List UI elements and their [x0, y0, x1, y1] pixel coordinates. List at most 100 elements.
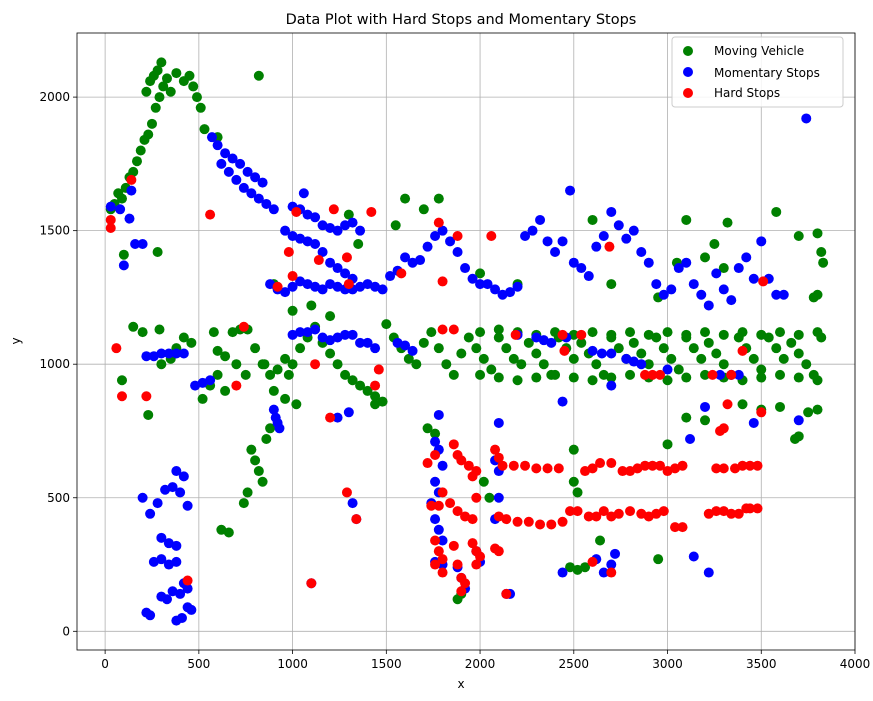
data-point [156, 359, 167, 370]
data-point [437, 487, 448, 498]
data-point [220, 385, 231, 396]
data-point [137, 327, 148, 338]
data-point [240, 369, 251, 380]
data-point [313, 255, 324, 266]
data-point [197, 393, 208, 404]
data-point [662, 364, 673, 375]
data-point [653, 554, 664, 565]
data-point [793, 415, 804, 426]
data-point [580, 466, 591, 477]
data-point [598, 230, 609, 241]
data-point [572, 564, 583, 575]
data-point [583, 511, 594, 522]
data-point [407, 257, 418, 268]
data-point [520, 230, 531, 241]
data-point [186, 604, 197, 615]
data-point [141, 351, 152, 362]
data-point [718, 423, 729, 434]
data-point [171, 68, 182, 79]
data-point [756, 236, 767, 247]
y-tick-label: 1000 [39, 357, 70, 371]
data-point [430, 230, 441, 241]
data-point [550, 327, 561, 338]
data-point [223, 166, 234, 177]
data-point [310, 359, 321, 370]
data-point [347, 498, 358, 509]
data-point [430, 535, 441, 546]
data-point [508, 353, 519, 364]
data-point [250, 455, 261, 466]
data-point [531, 332, 542, 343]
data-point [636, 348, 647, 359]
data-point [287, 359, 298, 370]
data-point [583, 271, 594, 282]
data-point [643, 511, 654, 522]
data-point [460, 511, 471, 522]
data-point [557, 396, 568, 407]
data-point [497, 460, 508, 471]
data-point [130, 239, 141, 250]
data-point [325, 222, 336, 233]
data-point [628, 356, 639, 367]
data-point [463, 332, 474, 343]
data-point [287, 305, 298, 316]
data-point [471, 559, 482, 570]
data-point [711, 463, 722, 474]
data-point [467, 514, 478, 525]
data-point [325, 348, 336, 359]
data-point [145, 508, 156, 519]
data-point [448, 324, 459, 335]
data-point [490, 284, 501, 295]
data-point [546, 337, 557, 348]
data-point [238, 498, 249, 509]
data-point [718, 263, 729, 274]
data-point [756, 372, 767, 383]
data-point [696, 353, 707, 364]
data-point [287, 329, 298, 340]
data-point [152, 247, 163, 258]
data-point [628, 225, 639, 236]
data-point [325, 279, 336, 290]
data-point [396, 268, 407, 279]
data-point [606, 329, 617, 340]
data-point [643, 329, 654, 340]
data-point [568, 257, 579, 268]
data-point [493, 332, 504, 343]
data-point [186, 337, 197, 348]
data-point [812, 327, 823, 338]
data-point [591, 511, 602, 522]
data-point [343, 209, 354, 220]
data-point [452, 559, 463, 570]
data-point [452, 506, 463, 517]
data-point [711, 506, 722, 517]
data-point [636, 359, 647, 370]
data-point [685, 433, 696, 444]
data-point [604, 241, 615, 252]
data-point [302, 327, 313, 338]
data-point [437, 554, 448, 565]
data-point [460, 263, 471, 274]
data-point [565, 185, 576, 196]
data-point [510, 329, 521, 340]
data-point [274, 423, 285, 434]
data-point [677, 522, 688, 533]
data-point [156, 532, 167, 543]
data-point [531, 372, 542, 383]
data-point [643, 359, 654, 370]
data-point [538, 335, 549, 346]
data-point [231, 380, 242, 391]
data-point [625, 466, 636, 477]
data-point [347, 329, 358, 340]
data-point [565, 562, 576, 573]
data-point [171, 348, 182, 359]
data-point [816, 247, 827, 258]
data-point [493, 452, 504, 463]
data-point [156, 554, 167, 565]
data-point [527, 225, 538, 236]
data-point [325, 335, 336, 346]
data-point [317, 332, 328, 343]
data-point [568, 353, 579, 364]
data-point [681, 257, 692, 268]
data-point [227, 153, 238, 164]
data-point [703, 508, 714, 519]
